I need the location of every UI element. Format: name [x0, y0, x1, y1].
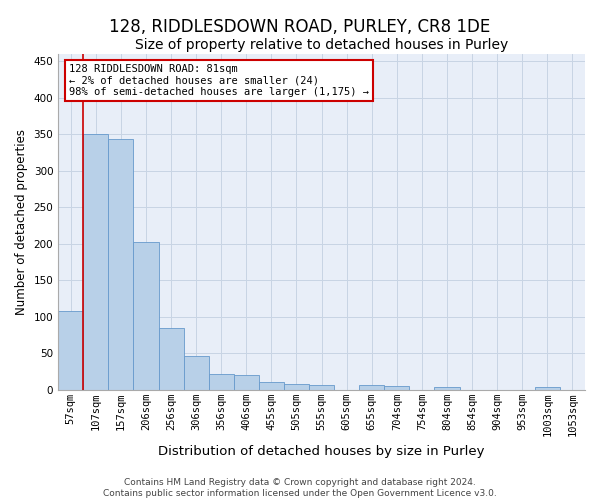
Bar — [359, 384, 385, 390]
Bar — [133, 242, 158, 390]
Title: Size of property relative to detached houses in Purley: Size of property relative to detached ho… — [135, 38, 508, 52]
Bar — [234, 375, 259, 390]
Bar — [184, 356, 209, 390]
Bar — [58, 311, 83, 390]
Text: 128 RIDDLESDOWN ROAD: 81sqm
← 2% of detached houses are smaller (24)
98% of semi: 128 RIDDLESDOWN ROAD: 81sqm ← 2% of deta… — [69, 64, 369, 98]
Bar — [385, 386, 409, 390]
Text: 128, RIDDLESDOWN ROAD, PURLEY, CR8 1DE: 128, RIDDLESDOWN ROAD, PURLEY, CR8 1DE — [109, 18, 491, 36]
Y-axis label: Number of detached properties: Number of detached properties — [15, 129, 28, 315]
Bar — [109, 140, 133, 390]
Bar — [284, 384, 309, 390]
Bar — [209, 374, 234, 390]
Text: Contains HM Land Registry data © Crown copyright and database right 2024.
Contai: Contains HM Land Registry data © Crown c… — [103, 478, 497, 498]
Bar — [259, 382, 284, 390]
Bar — [434, 388, 460, 390]
Bar — [158, 328, 184, 390]
Bar — [309, 386, 334, 390]
Bar — [83, 134, 109, 390]
X-axis label: Distribution of detached houses by size in Purley: Distribution of detached houses by size … — [158, 444, 485, 458]
Bar — [535, 388, 560, 390]
